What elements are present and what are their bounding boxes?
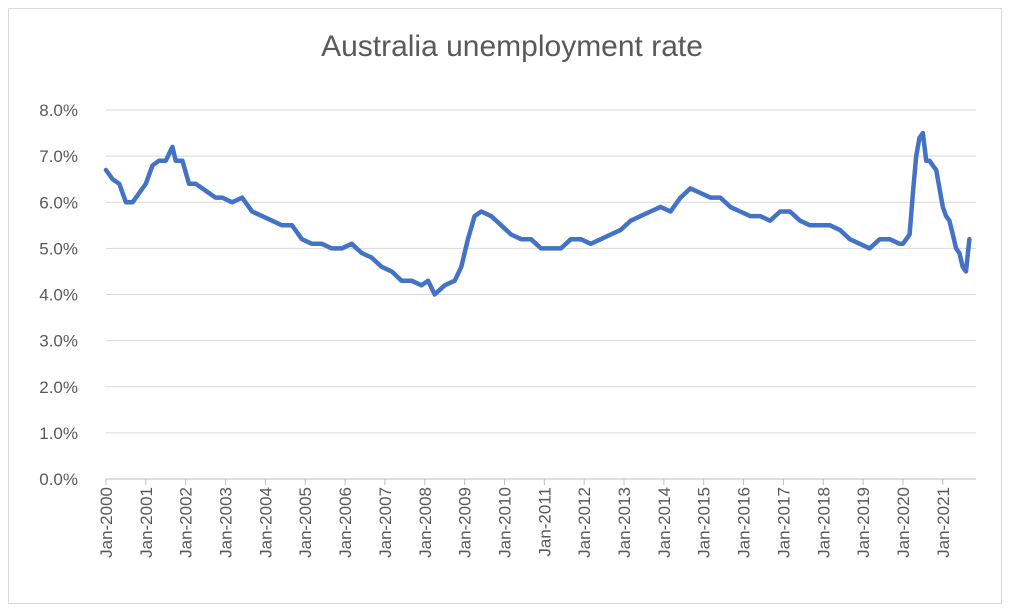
y-tick-label: 0.0% — [39, 470, 78, 489]
y-tick-label: 5.0% — [39, 239, 78, 258]
gridlines — [106, 109, 976, 434]
y-axis-tick-labels: 0.0% 1.0% 2.0% 3.0% 4.0% 5.0% 6.0% 7.0% 8.0% — [39, 101, 78, 489]
x-tick-label: Jan-2014 — [655, 487, 674, 558]
chart-title: Australia unemployment rate — [321, 30, 703, 63]
x-tick-label: Jan-2003 — [217, 487, 236, 558]
x-tick-label: Jan-2015 — [695, 487, 714, 558]
x-tick-label: Jan-2004 — [256, 487, 275, 558]
x-tick-label: Jan-2011 — [535, 487, 554, 557]
x-tick-label: Jan-2018 — [814, 487, 833, 558]
x-tick-label: Jan-2007 — [376, 487, 395, 558]
x-tick-label: Jan-2005 — [296, 487, 315, 558]
x-tick-label: Jan-2008 — [416, 487, 435, 558]
x-tick-label: Jan-2006 — [336, 487, 355, 558]
x-tick-label: Jan-2017 — [774, 487, 793, 558]
y-tick-label: 8.0% — [39, 101, 78, 120]
y-tick-label: 7.0% — [39, 147, 78, 166]
x-tick-label: Jan-2000 — [97, 487, 116, 558]
x-tick-label: Jan-2010 — [495, 487, 514, 558]
x-tick-label: Jan-2021 — [934, 487, 953, 558]
x-tick-label: Jan-2012 — [575, 487, 594, 558]
y-tick-label: 1.0% — [39, 424, 78, 443]
x-tick-label: Jan-2016 — [735, 487, 754, 558]
x-tick-label: Jan-2020 — [894, 487, 913, 558]
series-layer — [103, 130, 972, 297]
y-tick-label: 3.0% — [39, 332, 78, 351]
chart-frame — [8, 8, 1002, 604]
x-tick-label: Jan-2002 — [177, 487, 196, 558]
y-tick-label: 6.0% — [39, 193, 78, 212]
x-tick-label: Jan-2019 — [854, 487, 873, 558]
unemployment-rate-line — [103, 130, 972, 297]
x-tick-label: Jan-2001 — [137, 487, 156, 558]
x-tick-label: Jan-2013 — [615, 487, 634, 558]
y-tick-label: 4.0% — [39, 286, 78, 305]
y-tick-label: 2.0% — [39, 378, 78, 397]
x-axis-tick-labels: Jan-2000 Jan-2001 Jan-2002 Jan-2003 Jan-2004… — [97, 487, 953, 558]
x-axis — [105, 478, 976, 485]
x-tick-label: Jan-2009 — [456, 487, 475, 558]
